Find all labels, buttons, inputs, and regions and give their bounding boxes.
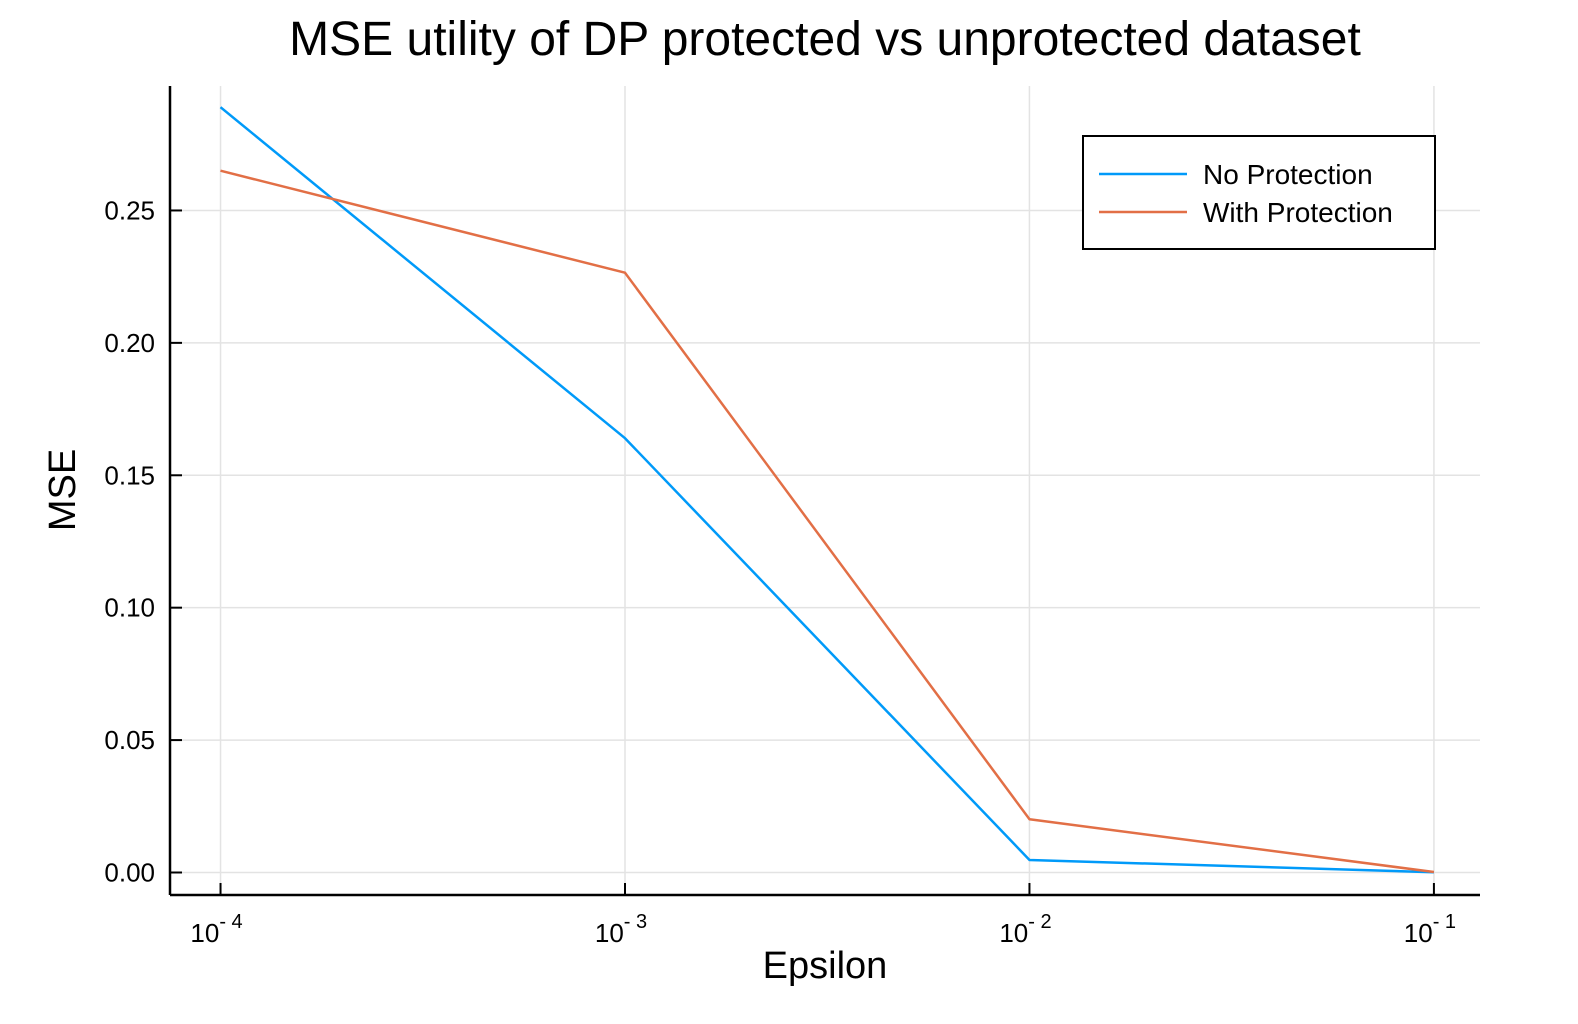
x-tick-label: 10- 2 xyxy=(999,911,1051,948)
plot-series xyxy=(219,106,1435,874)
x-tick-label: 10- 4 xyxy=(190,911,242,948)
x-tick-base: 10 xyxy=(999,918,1028,948)
x-tick-label: 10- 3 xyxy=(595,911,647,948)
x-axis-label: Epsilon xyxy=(763,945,888,987)
series-line-no-protection xyxy=(219,106,1434,874)
x-tick-base: 10 xyxy=(1404,918,1433,948)
legend: No Protection With Protection xyxy=(1082,135,1436,250)
x-tick-exponent: - 4 xyxy=(219,911,242,933)
y-tick-label: 0.15 xyxy=(104,460,155,490)
x-tick-exponent: - 1 xyxy=(1433,911,1456,933)
legend-box xyxy=(1082,135,1436,250)
y-tick-label: 0.10 xyxy=(104,593,155,623)
y-axis-label: MSE xyxy=(42,449,84,531)
legend-label-no-protection: No Protection xyxy=(1203,159,1373,190)
y-tick-label: 0.20 xyxy=(104,328,155,358)
legend-label-with-protection: With Protection xyxy=(1203,197,1393,228)
x-tick-label: 10- 1 xyxy=(1404,911,1456,948)
y-tick-label: 0.00 xyxy=(104,857,155,887)
y-tick-label: 0.25 xyxy=(104,195,155,225)
y-tick-label: 0.05 xyxy=(104,725,155,755)
chart-title: MSE utility of DP protected vs unprotect… xyxy=(289,13,1361,66)
x-tick-base: 10 xyxy=(595,918,624,948)
series-line-with-protection xyxy=(220,169,1435,874)
x-tick-exponent: - 3 xyxy=(624,911,647,933)
x-tick-exponent: - 2 xyxy=(1028,911,1051,933)
x-tick-base: 10 xyxy=(190,918,219,948)
grid-lines xyxy=(170,86,1480,895)
